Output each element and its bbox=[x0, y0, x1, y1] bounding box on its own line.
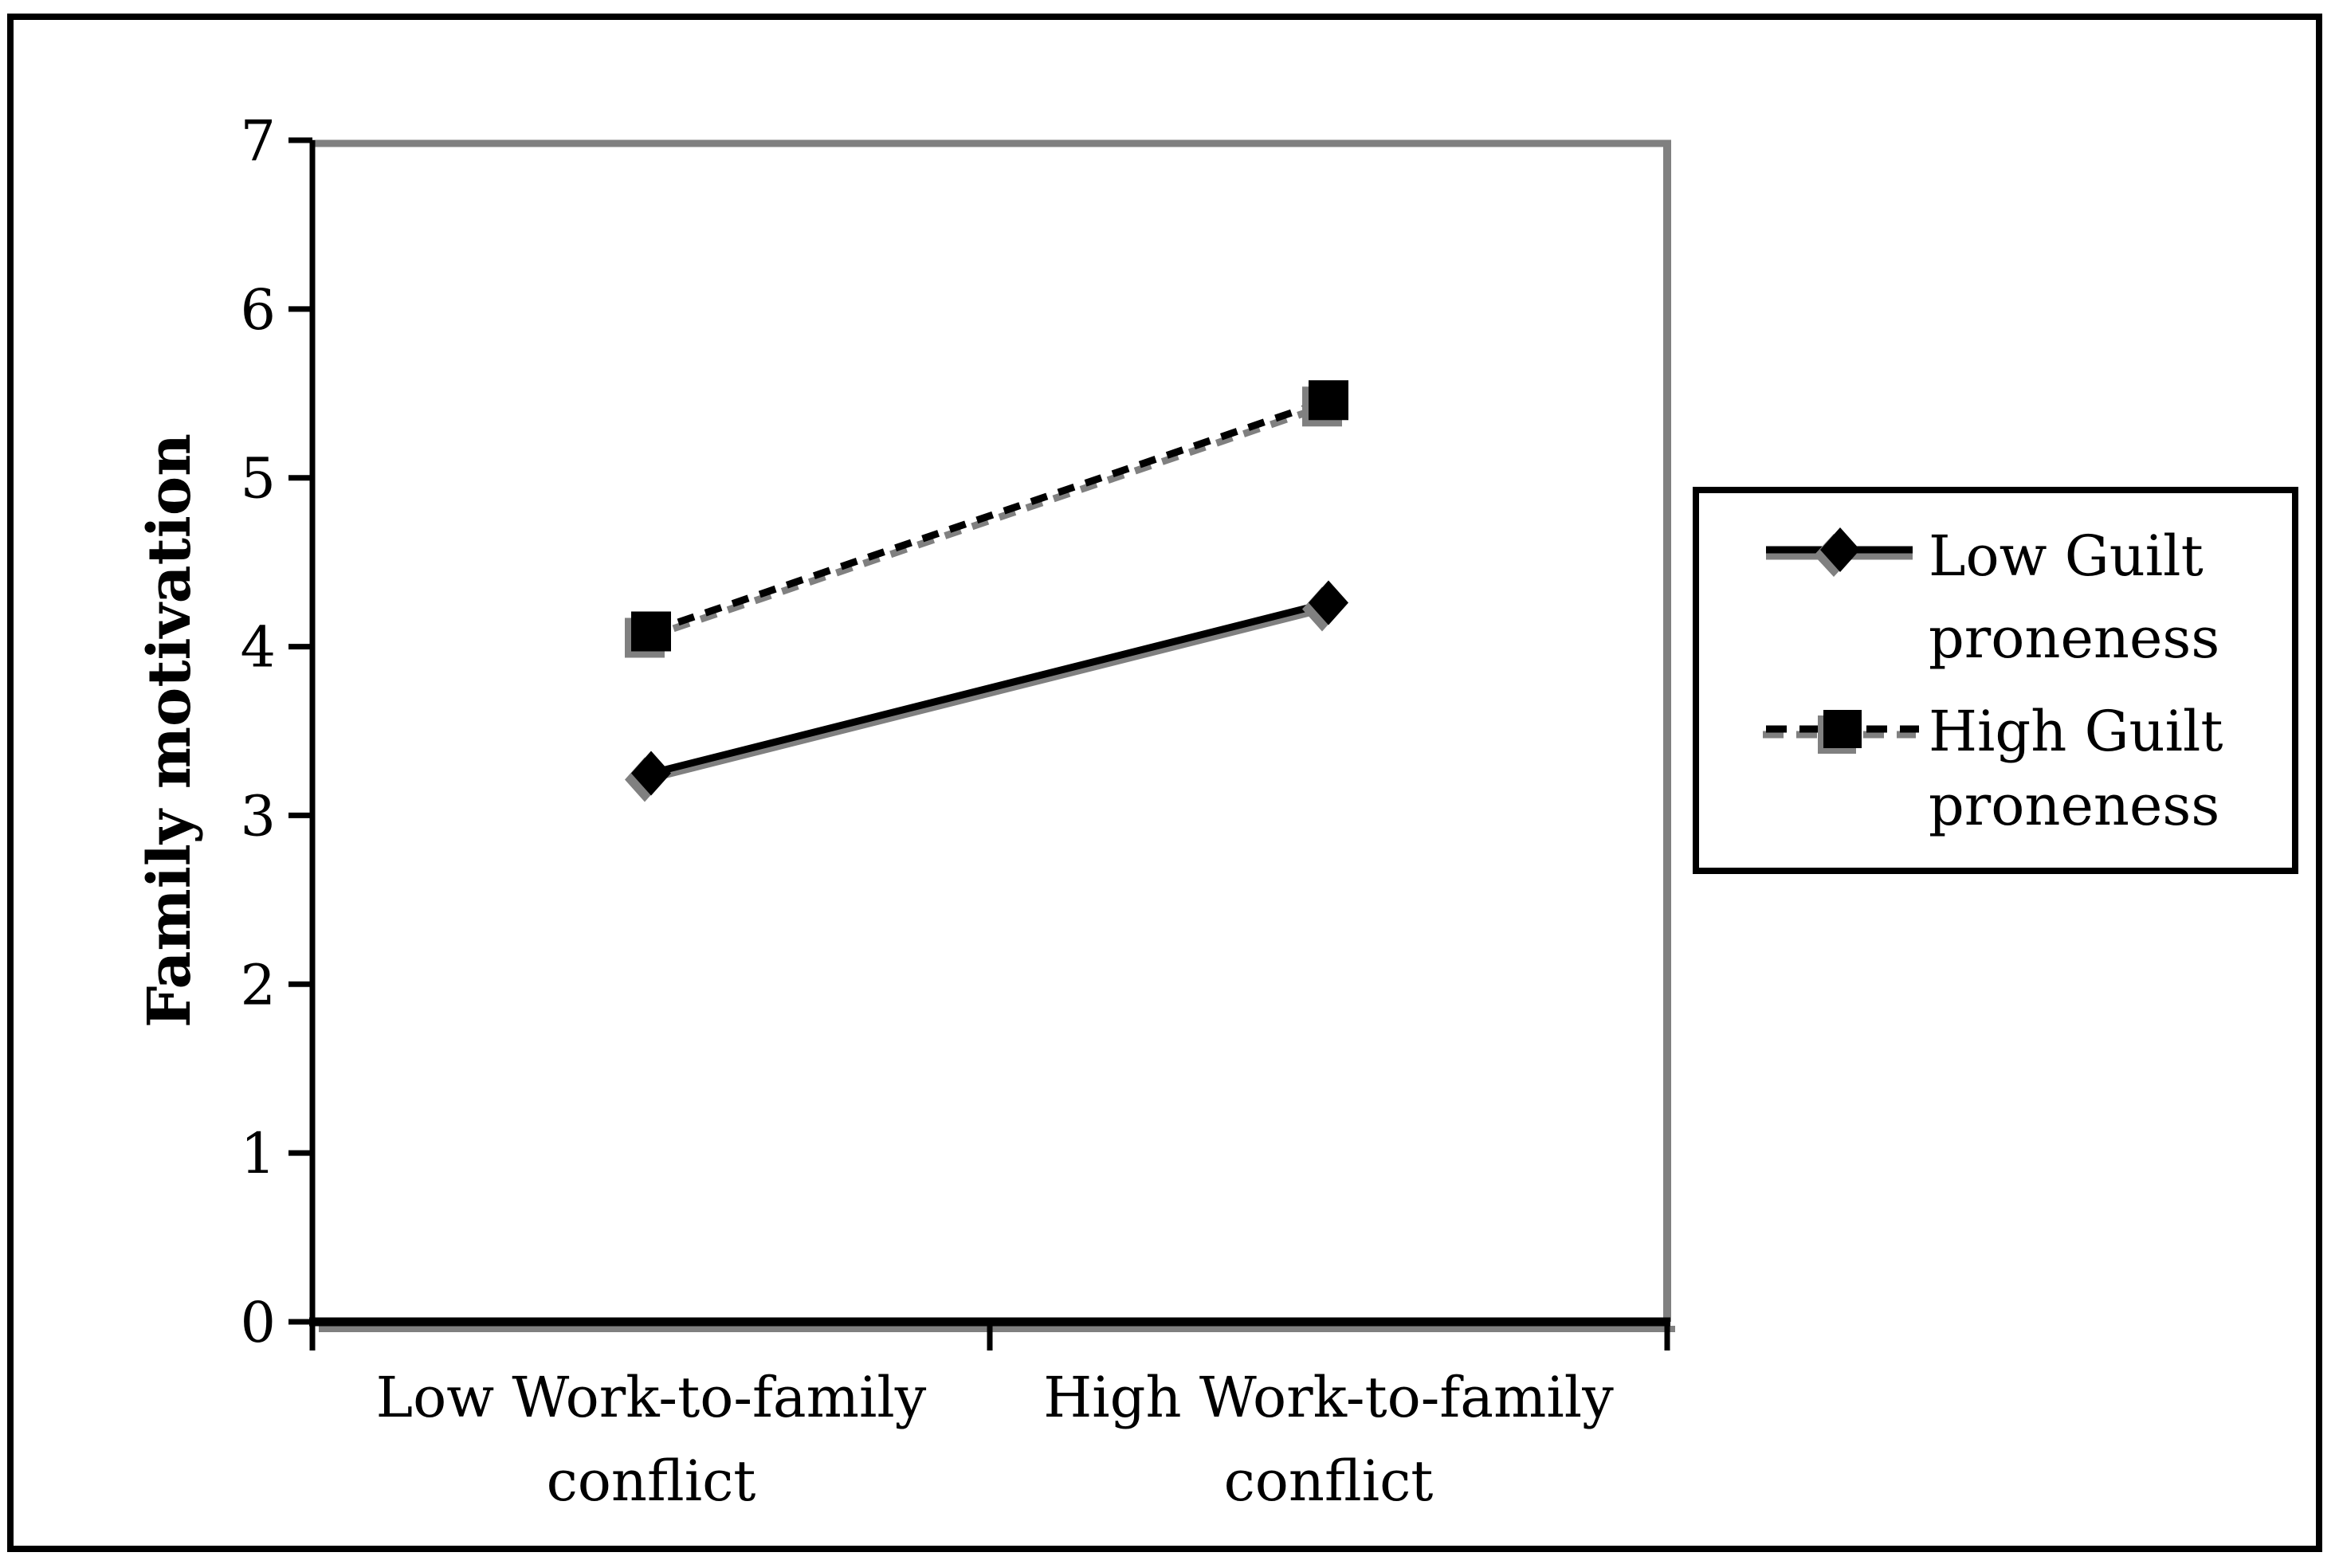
y-tick-label: 4 bbox=[240, 615, 276, 680]
x-axis-ticks bbox=[309, 1322, 1670, 1350]
x-axis-label-low-line2: conflict bbox=[547, 1448, 756, 1514]
y-axis-tick-labels: 0 1 2 3 4 5 6 7 bbox=[240, 108, 276, 1355]
diamond-marker bbox=[631, 751, 671, 796]
legend-item-low-guilt: Low Guilt proneness bbox=[1766, 523, 2219, 671]
y-tick-label: 6 bbox=[240, 277, 276, 343]
legend-square-icon bbox=[1823, 710, 1862, 748]
y-axis-title: Family motivation bbox=[135, 433, 204, 1028]
y-tick-label: 2 bbox=[240, 952, 276, 1017]
legend-label-low-guilt-line2: proneness bbox=[1929, 606, 2219, 671]
y-tick-label: 5 bbox=[240, 446, 276, 512]
legend-label-low-guilt-line1: Low Guilt bbox=[1929, 523, 2204, 589]
legend-item-high-guilt: High Guilt proneness bbox=[1763, 699, 2223, 838]
series-line-1 bbox=[650, 397, 1330, 635]
legend-label-high-guilt-line2: proneness bbox=[1929, 773, 2219, 838]
diamond-marker bbox=[1309, 580, 1348, 625]
legend: Low Guilt proneness High Guilt proneness bbox=[1693, 487, 2298, 874]
y-tick-label: 0 bbox=[240, 1290, 276, 1355]
legend-diamond-icon bbox=[1820, 527, 1860, 572]
square-marker bbox=[1309, 380, 1348, 421]
figure-border bbox=[7, 14, 2322, 1552]
y-axis-ticks bbox=[288, 137, 312, 1325]
legend-label-high-guilt-line1: High Guilt bbox=[1929, 699, 2223, 764]
x-axis-label-high-line1: High Work-to-family bbox=[1043, 1365, 1614, 1430]
series-line-shadow-1 bbox=[645, 403, 1325, 641]
x-axis-label-high-line2: conflict bbox=[1224, 1448, 1434, 1514]
series-layer bbox=[625, 380, 1348, 802]
square-marker bbox=[631, 611, 671, 652]
y-tick-label: 3 bbox=[240, 783, 276, 849]
y-tick-label: 7 bbox=[240, 108, 276, 174]
series-line-0 bbox=[650, 599, 1330, 777]
y-tick-label: 1 bbox=[240, 1121, 276, 1186]
series-line-shadow-0 bbox=[645, 606, 1325, 783]
x-axis-label-low-line1: Low Work-to-family bbox=[376, 1365, 927, 1430]
